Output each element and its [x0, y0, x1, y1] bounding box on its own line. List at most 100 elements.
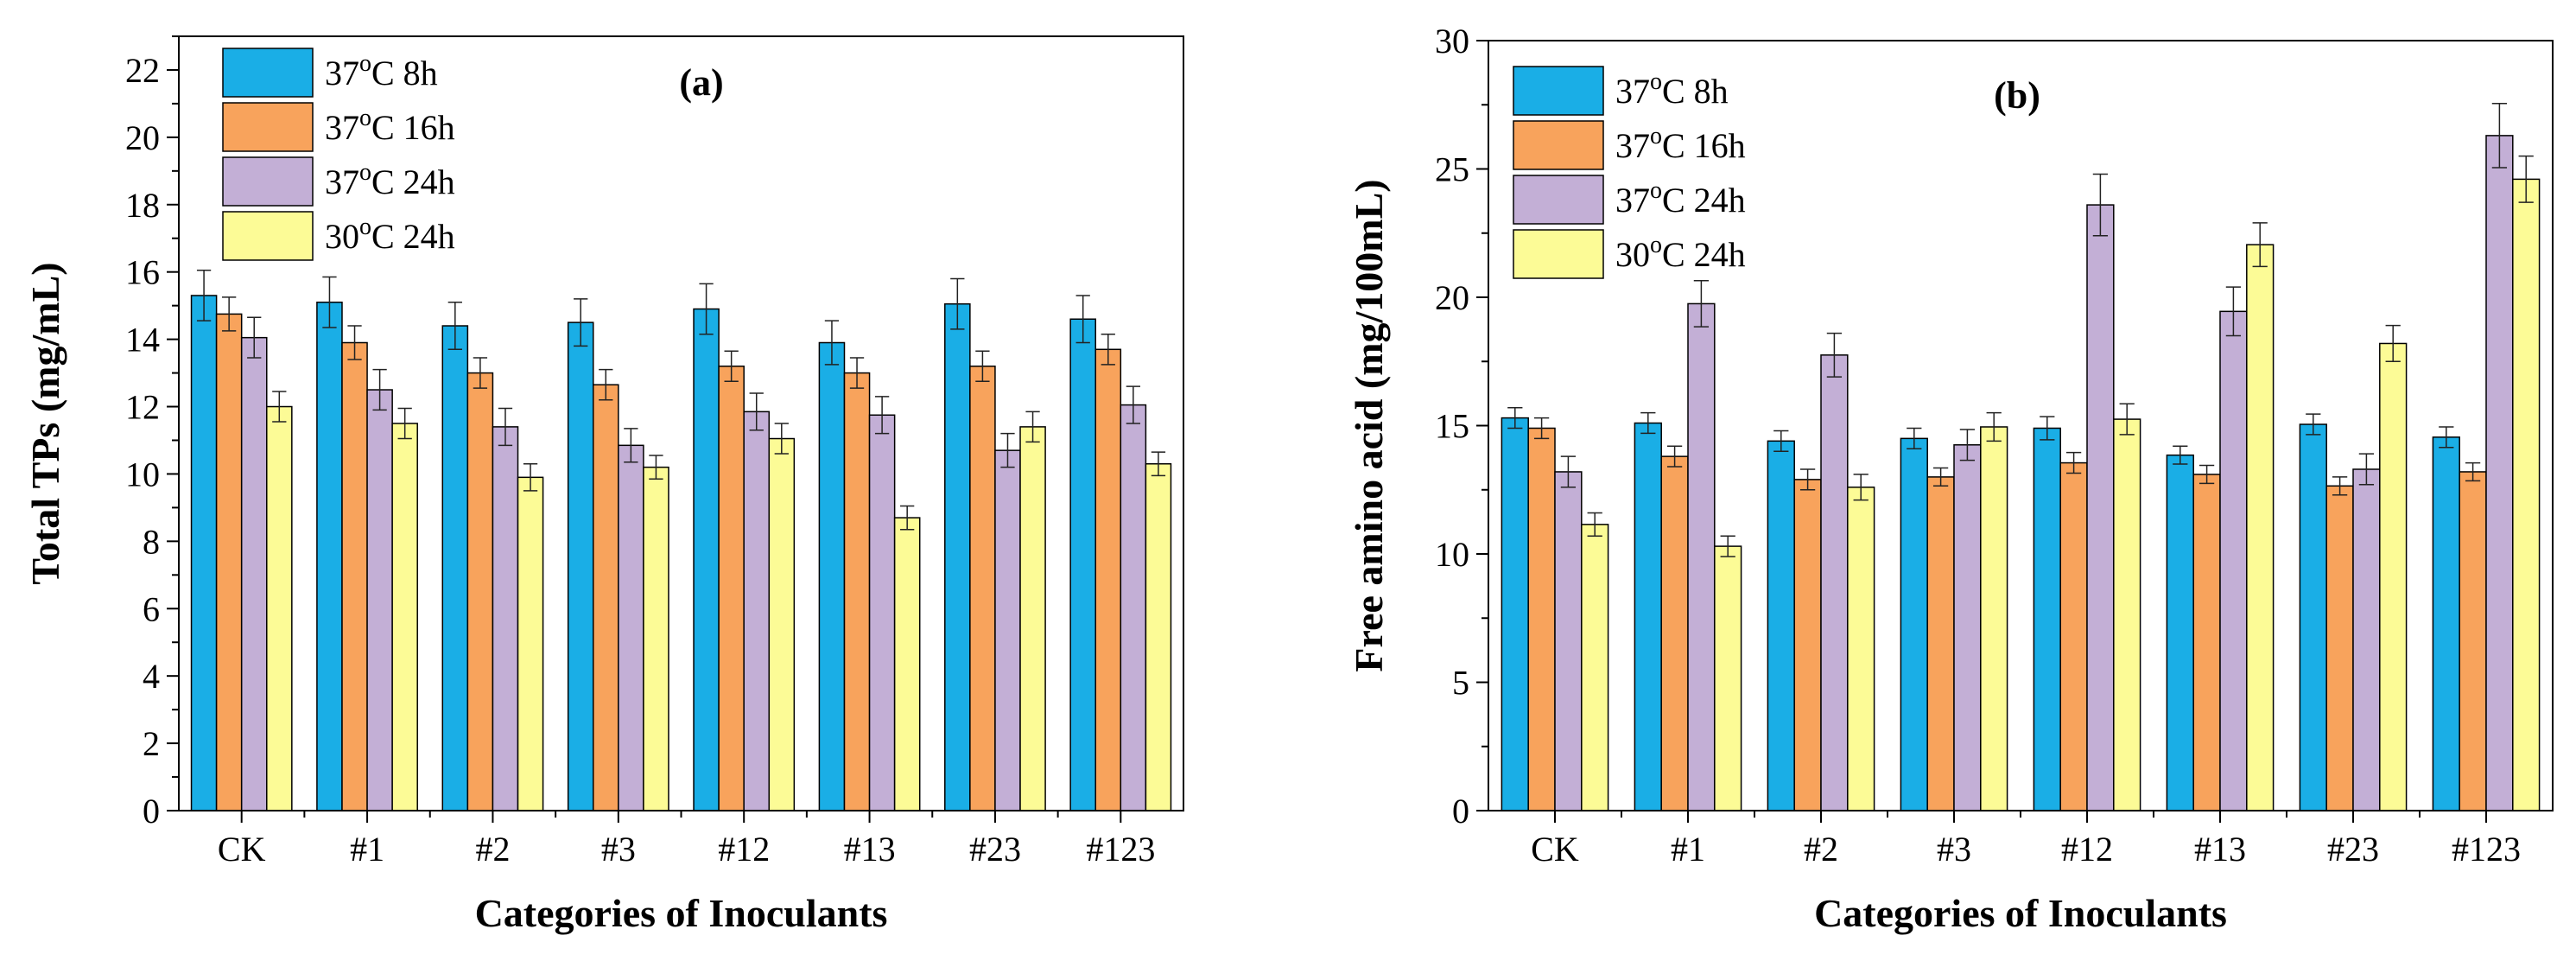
legend: 37oC 8h 37oC 16h 37oC 24h 30oC 24h: [222, 48, 455, 261]
bar: [190, 295, 218, 811]
bar: [843, 372, 871, 811]
y-tick-label: 10: [125, 455, 160, 493]
x-tick-label: #23: [2327, 830, 2379, 869]
bar: [2325, 485, 2354, 811]
bar: [743, 410, 771, 811]
bar: [1581, 524, 1609, 811]
y-tick-label: 14: [125, 321, 160, 360]
bar: [2166, 454, 2194, 811]
legend-swatch: [1513, 120, 1604, 170]
legend-swatch: [222, 48, 314, 98]
bar: [2246, 244, 2275, 811]
bar: [1900, 437, 1928, 811]
bar: [643, 466, 669, 811]
bar: [1926, 476, 1955, 811]
y-tick-label: 18: [125, 186, 160, 225]
legend-swatch: [1513, 175, 1604, 225]
x-tick-label: CK: [218, 830, 266, 869]
y-tick-label: 25: [1435, 150, 1469, 189]
bar: [2459, 471, 2487, 811]
bar: [994, 449, 1021, 811]
x-tick-label: #123: [2452, 830, 2521, 869]
y-tick-label: 2: [143, 724, 160, 763]
x-tick-label: #13: [2194, 830, 2246, 869]
bar: [2432, 436, 2460, 811]
bar: [441, 325, 469, 811]
legend-label: 37oC 16h: [1615, 123, 1746, 165]
y-tick-label: 15: [1435, 407, 1469, 446]
bar: [2299, 423, 2327, 811]
bar: [1767, 440, 1795, 811]
bar: [969, 366, 996, 811]
y-tick-label: 6: [143, 589, 160, 628]
x-tick-label: #1: [350, 830, 384, 869]
x-axis-title: Categories of Inoculants: [475, 891, 888, 935]
x-tick-label: #23: [969, 830, 1021, 869]
y-tick-label: 22: [125, 51, 160, 90]
bar: [1980, 426, 2008, 811]
legend-swatch: [222, 102, 314, 152]
bar: [1094, 348, 1122, 811]
y-axis-title: Free amino acid (mg/100mL): [1347, 179, 1391, 671]
bar: [2192, 474, 2221, 811]
y-tick-label: 20: [1435, 278, 1469, 317]
x-tick-label: #13: [844, 830, 896, 869]
x-tick-label: #123: [1086, 830, 1155, 869]
chart-panel-b: 0 5 10 15 20 25 30 CK #1 #2 #3 #12 #13 #23 #123 Categor…: [1347, 22, 2554, 935]
bar: [341, 341, 368, 811]
legend-label: 37oC 8h: [325, 50, 438, 92]
bar: [718, 366, 745, 811]
legend-label: 30oC 24h: [1615, 232, 1746, 274]
bar: [944, 302, 971, 811]
chart-panel-a: 0 2 4 6 8 10 12 14 16 18 20 22 CK #1 #2 #3 #12 #13 #23 #123…: [23, 35, 1184, 935]
legend: 37oC 8h 37oC 16h 37oC 24h 30oC 24h: [1513, 66, 1746, 279]
legend-swatch: [222, 211, 314, 261]
bar: [215, 313, 243, 811]
bar: [1145, 462, 1172, 811]
y-tick-label: 16: [125, 253, 160, 292]
x-tick-label: #3: [1937, 830, 1971, 869]
x-tick-label: #3: [601, 830, 636, 869]
bar: [1120, 404, 1147, 811]
x-tick-label: #12: [2061, 830, 2113, 869]
bar: [2512, 178, 2541, 811]
bar: [1714, 545, 1742, 811]
legend-swatch: [222, 156, 314, 207]
bar: [517, 476, 544, 811]
bar: [592, 384, 619, 811]
y-tick-label: 10: [1435, 535, 1469, 574]
bar: [1527, 427, 1556, 811]
bar: [391, 423, 418, 811]
y-tick-label: 5: [1452, 664, 1469, 703]
bar: [316, 302, 343, 811]
bar: [818, 341, 846, 811]
x-tick-label: #12: [718, 830, 770, 869]
legend-label: 37oC 8h: [1615, 68, 1729, 111]
bar: [868, 414, 896, 811]
bar: [1634, 422, 1662, 811]
bar: [567, 321, 594, 811]
x-tick-label: #1: [1671, 830, 1705, 869]
bar: [1019, 426, 1046, 811]
y-tick-label: 8: [143, 522, 160, 561]
legend-label: 37oC 24h: [325, 159, 455, 201]
y-axis-title: Total TPs (mg/mL): [23, 262, 67, 584]
bar: [618, 444, 644, 811]
y-tick-label: 20: [125, 118, 160, 157]
bar: [366, 389, 393, 811]
bar: [2379, 342, 2408, 811]
bar: [2086, 204, 2115, 811]
y-tick-label: 12: [125, 388, 160, 427]
panel-label: (b): [1994, 74, 2040, 117]
y-tick-label: 4: [143, 657, 160, 696]
bar: [466, 372, 494, 811]
legend-swatch: [1513, 229, 1604, 279]
x-tick-label: #2: [1804, 830, 1838, 869]
bar: [2352, 468, 2381, 811]
legend-label: 37oC 24h: [1615, 177, 1746, 220]
bar: [2113, 418, 2141, 811]
bar: [768, 437, 796, 811]
bar: [1793, 479, 1822, 811]
bar: [2033, 427, 2061, 811]
bar: [1501, 417, 1529, 811]
